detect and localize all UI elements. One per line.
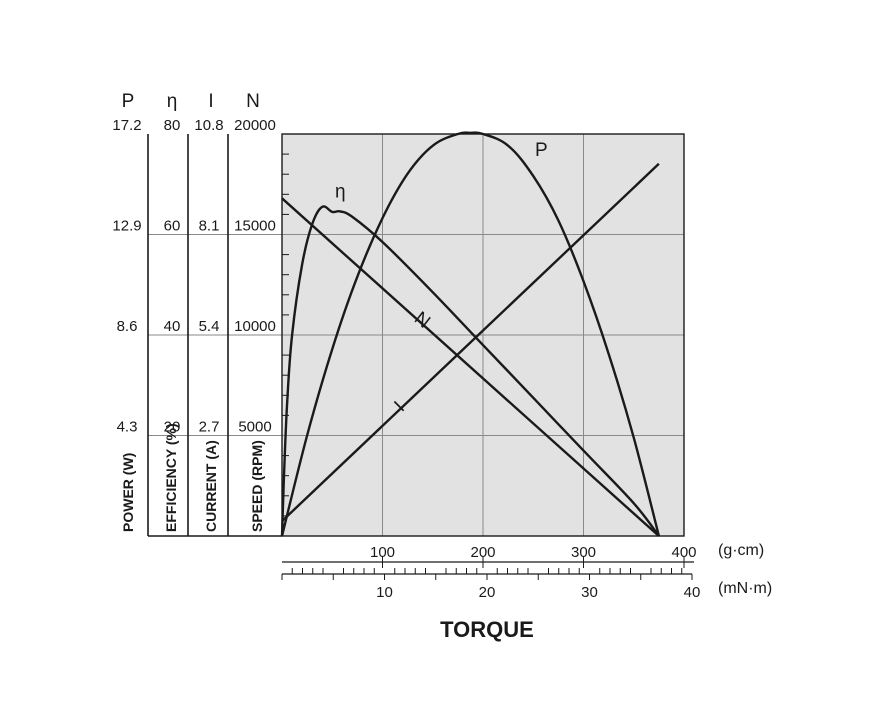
y-axis-titles: POWER (W) EFFICIENCY (%) CURRENT (A) SPEED … xyxy=(120,423,265,532)
y-tick-label-eta: 20 xyxy=(164,419,181,436)
y-tick-label-n: 20000 xyxy=(234,117,276,134)
y-tick-label-i: 8.1 xyxy=(199,218,220,235)
curve-efficiency xyxy=(280,205,660,537)
axis-head-n: N xyxy=(246,91,260,112)
y-axis-title-i: CURRENT (A) xyxy=(203,440,219,532)
x-secondary-unit: (mN·m) xyxy=(718,580,772,597)
x-primary-unit: (g·cm) xyxy=(718,542,764,559)
axis-head-eta: η xyxy=(167,91,178,112)
y-tick-label-p: 12.9 xyxy=(112,218,141,235)
x-axis: 100 200 300 400 (g·cm) 10 20 30 40 (mN·m) xyxy=(281,542,772,601)
curve-n xyxy=(281,197,660,537)
y-tick-label-n: 5000 xyxy=(238,419,271,436)
x-secondary-tick-label: 40 xyxy=(684,584,701,601)
x-primary-tick-label: 100 xyxy=(370,544,395,561)
y-tick-label-n: 10000 xyxy=(234,318,276,335)
y-tick-label-eta: 60 xyxy=(164,218,181,235)
curve-p xyxy=(280,131,661,537)
y-tick-label-n: 15000 xyxy=(234,218,276,235)
x-axis-title: TORQUE xyxy=(440,617,534,642)
x-primary-tick-label: 400 xyxy=(671,544,696,561)
y-axis-title-n: SPEED (RPM) xyxy=(249,440,265,532)
y-axis-frame xyxy=(147,134,289,537)
y-tick-label-i: 2.7 xyxy=(199,419,220,436)
curve-label-p: P xyxy=(535,140,548,161)
axis-head-i: I xyxy=(208,91,213,112)
y-tick-labels: 4.3 8.6 12.9 17.2 20 40 60 80 2.7 5.4 8.1 10.8 5000 1… xyxy=(112,117,275,436)
y-tick-label-eta: 40 xyxy=(164,318,181,335)
y-tick-label-i: 10.8 xyxy=(194,117,223,134)
y-tick-label-p: 8.6 xyxy=(117,318,138,335)
y-tick-label-eta: 80 xyxy=(164,117,181,134)
y-tick-label-p: 4.3 xyxy=(117,419,138,436)
x-primary-tick-label: 200 xyxy=(470,544,495,561)
x-secondary-tick-label: 30 xyxy=(581,584,598,601)
curve-i xyxy=(281,162,660,522)
x-secondary-tick-label: 20 xyxy=(479,584,496,601)
curve-label-efficiency: η xyxy=(335,181,346,202)
y-axis-title-p: POWER (W) xyxy=(120,453,136,532)
y-axis-title-eta: EFFICIENCY (%) xyxy=(163,423,179,532)
x-primary-tick-label: 300 xyxy=(571,544,596,561)
y-tick-label-p: 17.2 xyxy=(112,117,141,134)
x-secondary-tick-label: 10 xyxy=(376,584,393,601)
axis-head-p: P xyxy=(122,91,135,112)
curves xyxy=(280,131,661,537)
y-tick-label-i: 5.4 xyxy=(199,318,220,335)
